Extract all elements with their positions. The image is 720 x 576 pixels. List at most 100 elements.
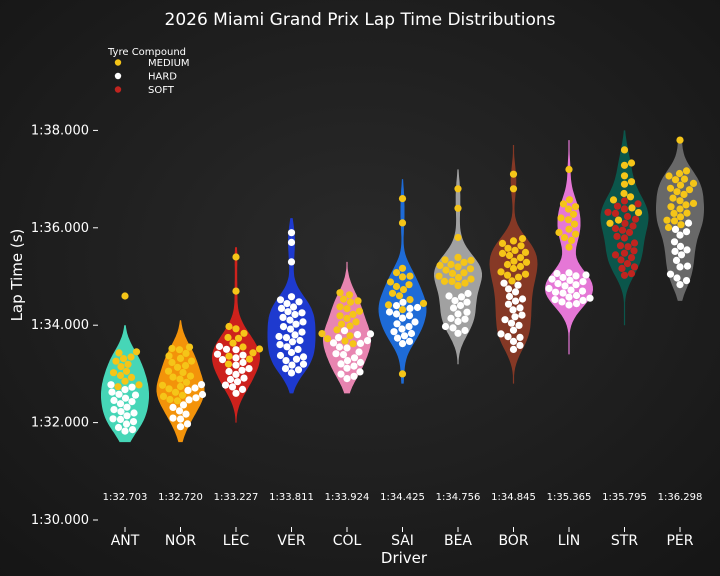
- lap-point: [395, 292, 404, 300]
- lap-point: [398, 340, 407, 348]
- lap-point: [233, 378, 242, 386]
- lap-point: [405, 281, 413, 289]
- lap-point: [680, 175, 689, 183]
- lap-point: [130, 409, 138, 417]
- lap-point: [517, 242, 525, 250]
- lap-point: [192, 394, 200, 402]
- lap-point: [116, 371, 125, 380]
- lap-point: [356, 339, 365, 347]
- lap-point: [553, 269, 561, 278]
- lap-point: [555, 228, 563, 237]
- median-label-ver: 1:33.811: [269, 492, 314, 503]
- lap-point: [349, 340, 357, 348]
- lap-point: [355, 348, 363, 356]
- lap-point: [215, 342, 224, 351]
- lap-point: [299, 360, 308, 368]
- lap-point: [582, 271, 590, 279]
- lap-point: [620, 197, 629, 205]
- lap-point: [123, 412, 131, 420]
- lap-point: [166, 395, 174, 404]
- lap-point: [413, 303, 422, 312]
- legend-marker-medium: [114, 59, 122, 66]
- y-axis-ticks: 1:30.000 1:32.000 1:34.000 1:36.000 1:38.000: [31, 123, 98, 528]
- lap-point: [454, 329, 462, 337]
- lap-point: [683, 246, 691, 254]
- lap-point: [689, 179, 698, 187]
- lap-point: [628, 204, 636, 212]
- lap-point: [676, 197, 684, 205]
- lap-point: [454, 282, 462, 290]
- lap-point: [560, 234, 569, 242]
- lap-point: [670, 238, 679, 246]
- lap-point: [296, 336, 304, 345]
- lap-point: [176, 354, 185, 362]
- lap-point: [335, 343, 344, 351]
- lap-point: [620, 146, 629, 154]
- lap-point: [464, 289, 472, 298]
- lap-point: [292, 320, 300, 328]
- lap-point: [329, 339, 338, 347]
- lap-point: [449, 324, 457, 332]
- lap-point: [509, 170, 518, 178]
- lap-point: [569, 210, 578, 218]
- lap-point: [225, 322, 233, 331]
- y-tick-label: 1:34.000: [31, 318, 89, 333]
- lap-point: [340, 327, 349, 335]
- lap-point: [440, 277, 449, 285]
- lap-point: [448, 277, 456, 285]
- y-axis-label: Lap Time (s): [8, 229, 26, 322]
- lap-point: [518, 295, 527, 303]
- x-axis-label: Driver: [381, 549, 428, 567]
- lap-point: [561, 282, 569, 290]
- lap-point: [288, 361, 296, 369]
- median-label-bor: 1:34.845: [491, 492, 536, 503]
- lap-point: [275, 332, 283, 341]
- lap-point: [176, 423, 185, 431]
- lap-point: [116, 415, 125, 423]
- lap-point: [564, 216, 573, 224]
- lap-point: [299, 318, 307, 326]
- lap-point: [386, 278, 395, 286]
- lap-point: [579, 278, 587, 286]
- lap-point: [572, 281, 580, 289]
- lap-point: [232, 370, 240, 378]
- x-tick-label-sai: SAI: [391, 533, 414, 549]
- lap-point: [466, 265, 475, 273]
- lap-point: [509, 306, 517, 314]
- lap-point: [225, 352, 233, 360]
- lap-point: [232, 325, 240, 333]
- lap-point: [398, 219, 407, 227]
- lap-point: [121, 386, 129, 394]
- median-label-ant: 1:32.703: [103, 492, 148, 503]
- lap-point: [284, 308, 292, 316]
- lap-point: [620, 161, 629, 169]
- lap-point: [676, 242, 685, 250]
- y-tick-label: 1:38.000: [31, 123, 89, 138]
- x-tick-label-str: STR: [611, 533, 638, 549]
- lap-point: [621, 219, 629, 227]
- lap-point: [503, 271, 512, 279]
- median-label-sai: 1:34.425: [380, 492, 425, 503]
- violin-lec: [212, 247, 260, 423]
- lap-point: [616, 242, 625, 250]
- lap-point: [109, 415, 117, 423]
- median-label-bea: 1:34.756: [436, 492, 481, 503]
- lap-point: [515, 321, 523, 329]
- lap-point: [620, 271, 629, 279]
- lap-point: [510, 257, 518, 265]
- x-tick-label-per: PER: [666, 533, 693, 549]
- lap-point: [287, 258, 296, 266]
- lap-point: [122, 367, 131, 375]
- median-label-str: 1:35.795: [602, 492, 647, 503]
- lap-point: [350, 354, 359, 362]
- lap-point: [467, 275, 475, 283]
- lap-point: [454, 317, 462, 326]
- lap-point: [497, 268, 505, 276]
- x-tick-label-ant: ANT: [111, 533, 140, 549]
- lap-point: [504, 244, 512, 252]
- lap-point: [676, 281, 684, 289]
- lap-point: [128, 398, 136, 406]
- lap-point: [604, 208, 612, 216]
- lap-point: [509, 237, 518, 245]
